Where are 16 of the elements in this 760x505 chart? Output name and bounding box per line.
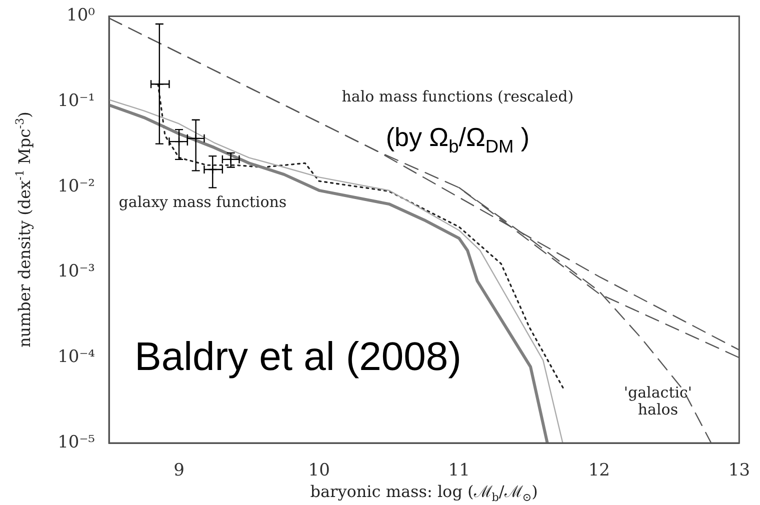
y-tick-label: 10⁻⁵: [58, 432, 96, 452]
x-tick-label: 10: [308, 460, 330, 481]
x-tick-label: 9: [174, 460, 184, 481]
y-tick-label: 10⁻⁴: [58, 347, 96, 368]
annotation: Baldry et al (2008): [134, 334, 462, 379]
y-axis-title: number density (dex-1 Mpc-3): [14, 112, 34, 348]
x-tick-label: 13: [728, 460, 750, 481]
y-tick-label: 10⁻³: [58, 262, 95, 282]
y-tick-label: 10⁻¹: [58, 90, 95, 111]
annotation: 'galactic' halos: [624, 384, 692, 419]
x-tick-label: 12: [588, 460, 610, 481]
x-tick-label: 11: [448, 460, 470, 481]
annotation: galaxy mass functions: [118, 193, 287, 212]
y-tick-label: 10⁰: [66, 6, 96, 26]
y-tick-label: 10⁻²: [58, 176, 95, 196]
annotation: halo mass functions (rescaled): [342, 88, 574, 106]
